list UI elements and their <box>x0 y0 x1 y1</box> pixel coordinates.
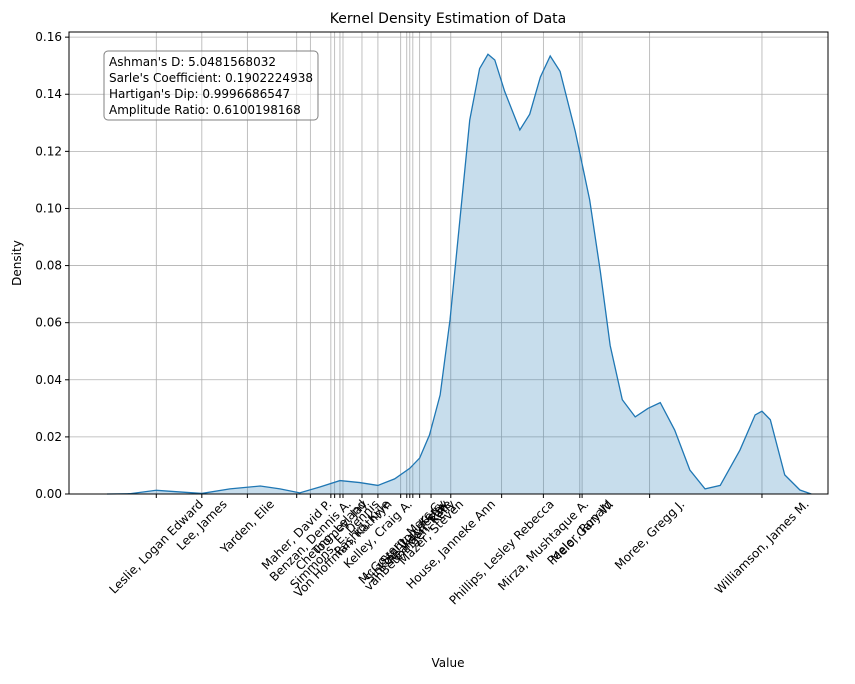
y-tick-label: 0.02 <box>35 430 62 444</box>
x-tick-label: Williamson, James M. <box>712 497 812 597</box>
y-axis-label: Density <box>10 240 24 286</box>
plot-frame <box>68 31 829 495</box>
y-tick-label: 0.08 <box>35 259 62 273</box>
density-line <box>106 53 812 495</box>
annotation-box <box>103 50 319 121</box>
y-tick-label: 0.16 <box>35 30 62 44</box>
y-tick-label: 0.12 <box>35 144 62 158</box>
y-tick-label: 0.04 <box>35 373 62 387</box>
annotation: Ashman's D: 5.0481568032 Sarle's Coeffici… <box>103 50 319 121</box>
y-tick-label: 0.00 <box>35 487 62 501</box>
annotation-text: Sarle's Coefficient: 0.1902224938 <box>109 71 313 85</box>
chart-title: Kernel Density Estimation of Data <box>330 11 566 27</box>
y-tick-label: 0.10 <box>35 201 62 215</box>
annotation-text: Amplitude Ratio: 0.6100198168 <box>109 103 301 117</box>
y-tick-label: 0.14 <box>35 87 62 101</box>
x-axis-label: Value <box>432 656 465 670</box>
density-area <box>106 54 812 495</box>
annotation-text: Ashman's D: 5.0481568032 <box>109 55 276 69</box>
x-tick-label: Moree, Gregg J. <box>612 497 687 572</box>
y-tick-label: 0.06 <box>35 316 62 330</box>
annotation-text: Hartigan's Dip: 0.9996686547 <box>109 87 290 101</box>
x-tick-label: Leslie, Logan Edward <box>107 497 206 596</box>
